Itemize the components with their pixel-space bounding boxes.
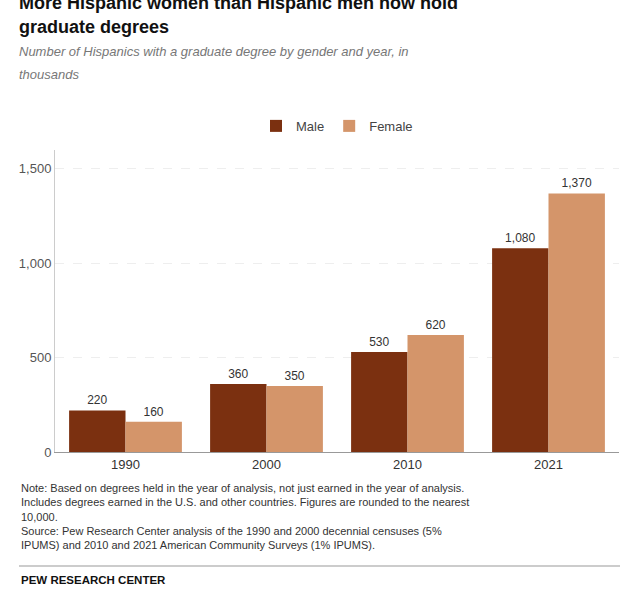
svg-text:1990: 1990 (111, 457, 140, 472)
svg-text:360: 360 (228, 367, 248, 381)
svg-text:2021: 2021 (534, 457, 563, 472)
svg-text:350: 350 (285, 369, 305, 383)
svg-text:1,000: 1,000 (19, 256, 52, 271)
svg-text:PEW RESEARCH CENTER: PEW RESEARCH CENTER (21, 574, 166, 586)
svg-text:Female: Female (369, 119, 412, 134)
svg-text:530: 530 (369, 335, 389, 349)
svg-text:0: 0 (44, 445, 51, 460)
svg-text:2010: 2010 (393, 457, 422, 472)
svg-text:220: 220 (87, 393, 107, 407)
svg-text:1,500: 1,500 (19, 161, 52, 176)
svg-text:Male: Male (296, 119, 324, 134)
svg-text:620: 620 (426, 318, 446, 332)
svg-text:Note: Based on degrees held in: Note: Based on degrees held in the year … (21, 482, 469, 551)
svg-text:160: 160 (144, 405, 164, 419)
svg-text:More Hispanic women than Hispa: More Hispanic women than Hispanic men no… (19, 0, 458, 82)
svg-text:1,370: 1,370 (562, 176, 592, 190)
svg-text:2000: 2000 (252, 457, 281, 472)
svg-text:1,080: 1,080 (505, 231, 535, 245)
svg-text:500: 500 (30, 350, 52, 365)
